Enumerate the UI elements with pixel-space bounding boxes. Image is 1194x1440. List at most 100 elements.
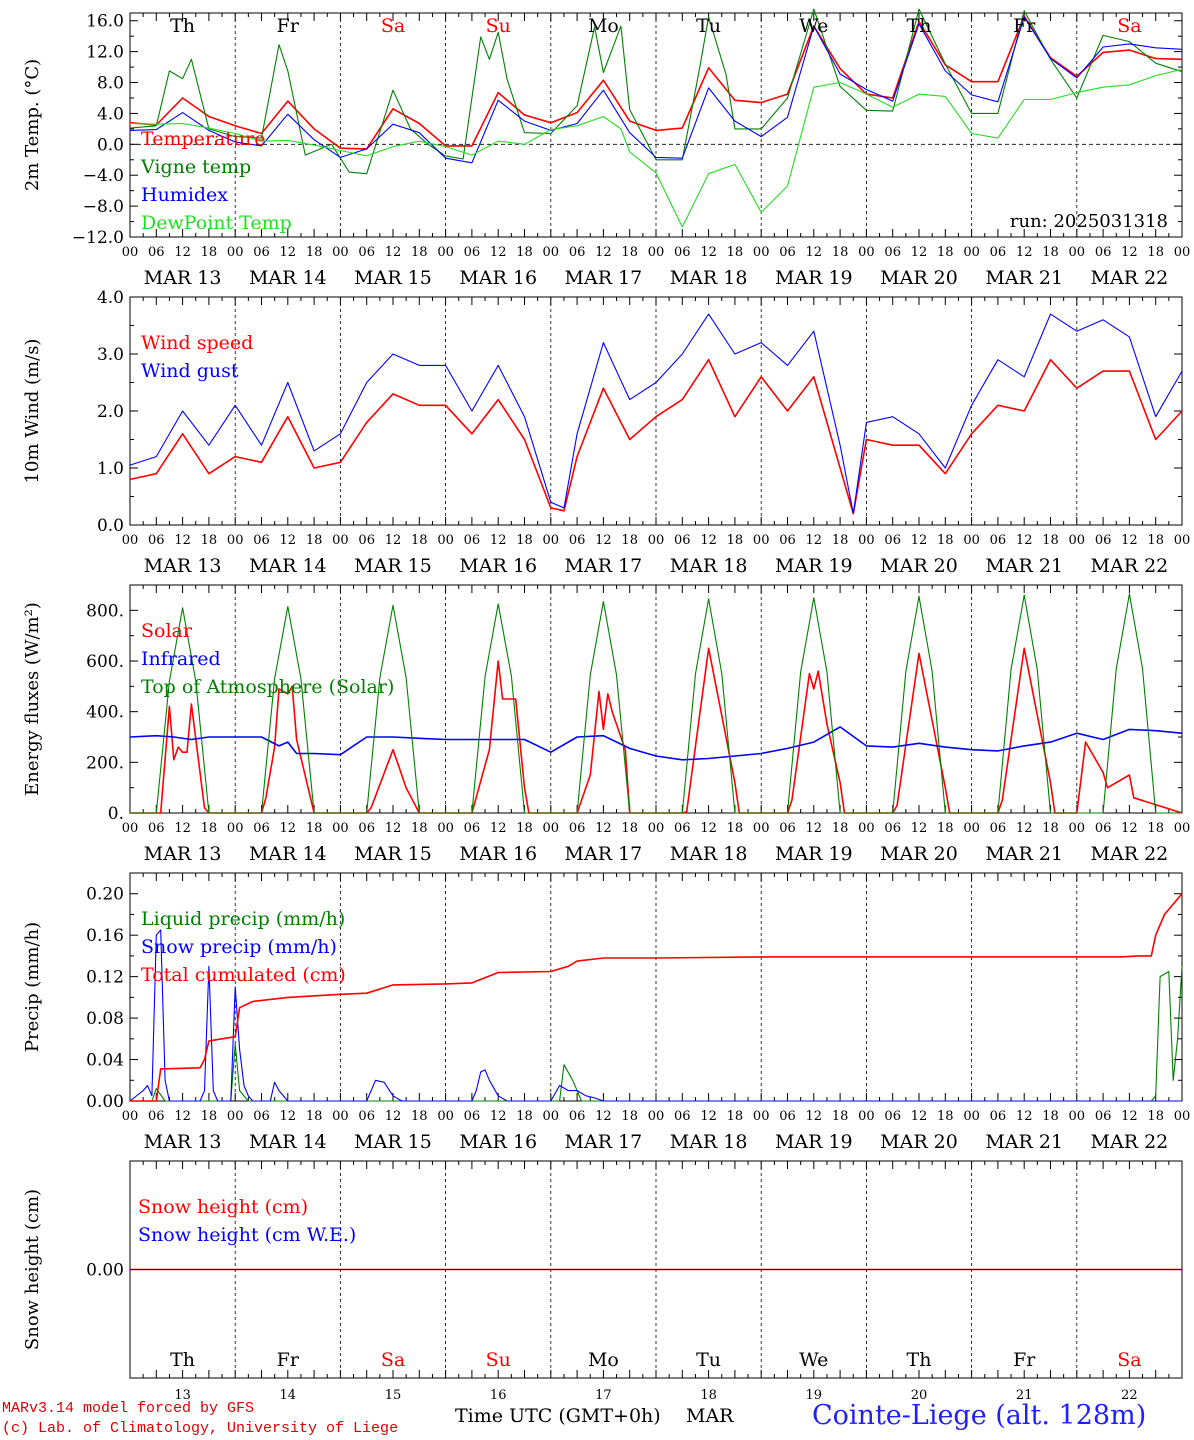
hour-tick-label: 00 [227, 245, 244, 260]
hour-tick-label: 18 [306, 533, 323, 548]
date-label: MAR 15 [354, 555, 432, 577]
weekday-label-top: Sa [1117, 15, 1141, 37]
weekday-label-bottom: We [799, 1349, 828, 1371]
legend-entry: DewPoint Temp [141, 212, 292, 234]
credit-lab: (c) Lab. of Climatology, University of L… [2, 1420, 399, 1437]
hour-tick-label: 12 [490, 821, 507, 836]
date-label: MAR 17 [565, 555, 643, 577]
hour-tick-label: 00 [227, 533, 244, 548]
hour-tick-label: 12 [174, 821, 191, 836]
hour-tick-label: 18 [937, 1109, 954, 1124]
hour-tick-label: 18 [306, 1109, 323, 1124]
y-tick-label: 3.0 [97, 345, 124, 365]
hour-tick-label: 06 [990, 533, 1007, 548]
hour-tick-label: 18 [201, 1109, 218, 1124]
hour-tick-label: 00 [648, 821, 665, 836]
y-tick-label: 4.0 [97, 288, 124, 308]
date-label: MAR 19 [775, 843, 853, 865]
hour-tick-label: 18 [727, 245, 744, 260]
date-label: MAR 15 [354, 843, 432, 865]
hour-tick-label: 00 [122, 533, 139, 548]
hour-tick-label: 12 [595, 1109, 612, 1124]
hour-tick-label: 06 [1095, 1109, 1112, 1124]
date-label: MAR 15 [354, 1131, 432, 1153]
date-label: MAR 13 [144, 267, 222, 289]
hour-tick-label: 06 [148, 533, 165, 548]
hour-tick-label: 00 [963, 1109, 980, 1124]
hour-tick-label: 18 [727, 821, 744, 836]
legend-entry: Snow precip (mm/h) [141, 936, 337, 958]
date-label: MAR 18 [670, 1131, 748, 1153]
hour-tick-label: 06 [1095, 821, 1112, 836]
hour-tick-label: 00 [437, 1109, 454, 1124]
hour-tick-label: 00 [1069, 245, 1086, 260]
y-tick-label: 0.00 [86, 1092, 124, 1112]
hour-tick-label: 06 [253, 533, 270, 548]
hour-tick-label: 18 [832, 821, 849, 836]
hour-tick-label: 06 [884, 533, 901, 548]
date-label: MAR 21 [985, 843, 1063, 865]
hour-tick-label: 18 [1042, 245, 1059, 260]
series-line-infrared [129, 726, 1183, 761]
weekday-label-bottom: Sa [381, 1349, 405, 1371]
hour-tick-label: 18 [516, 821, 533, 836]
day-number-label: 19 [806, 1388, 823, 1403]
hour-tick-label: 18 [727, 1109, 744, 1124]
date-label: MAR 20 [880, 843, 958, 865]
hour-tick-label: 00 [332, 1109, 349, 1124]
hour-tick-label: 00 [963, 821, 980, 836]
y-tick-label: 800. [86, 601, 124, 621]
hour-tick-label: 18 [621, 245, 638, 260]
hour-tick-label: 06 [779, 1109, 796, 1124]
series-line-vigne-temp [129, 8, 1183, 175]
y-tick-label: 4.0 [97, 104, 124, 124]
hour-tick-label: 00 [437, 821, 454, 836]
date-label: MAR 17 [565, 267, 643, 289]
hour-tick-label: 12 [1016, 821, 1033, 836]
hour-tick-label: 06 [674, 245, 691, 260]
hour-tick-label: 06 [358, 821, 375, 836]
y-tick-label: 0.0 [97, 135, 124, 155]
hour-tick-label: 06 [253, 821, 270, 836]
weekday-label-top: Th [907, 15, 932, 37]
hour-tick-label: 12 [911, 533, 928, 548]
hour-tick-label: 12 [1121, 533, 1138, 548]
hour-tick-label: 12 [1016, 245, 1033, 260]
hour-tick-label: 12 [700, 1109, 717, 1124]
hour-tick-label: 18 [306, 821, 323, 836]
date-label: MAR 17 [565, 843, 643, 865]
hour-tick-label: 00 [122, 245, 139, 260]
day-number-label: 14 [280, 1388, 297, 1403]
hour-tick-label: 18 [1147, 1109, 1164, 1124]
y-tick-label: 0.20 [86, 885, 124, 905]
y-tick-label: 0.08 [86, 1009, 124, 1029]
day-number-label: 22 [1121, 1388, 1138, 1403]
hour-tick-label: 12 [1016, 533, 1033, 548]
date-label: MAR 22 [1091, 843, 1169, 865]
legend-entry: Wind speed [141, 332, 253, 354]
hour-tick-label: 12 [280, 245, 297, 260]
hour-tick-label: 06 [990, 821, 1007, 836]
hour-tick-label: 06 [569, 821, 586, 836]
y-tick-label: 1.0 [97, 459, 124, 479]
weekday-label-top: Fr [277, 15, 300, 37]
hour-tick-label: 06 [1095, 533, 1112, 548]
hour-tick-label: 00 [1174, 821, 1191, 836]
hour-tick-label: 00 [753, 533, 770, 548]
x-axis-title: Time UTC (GMT+0h) [455, 1405, 661, 1427]
hour-tick-label: 18 [516, 245, 533, 260]
date-label: MAR 19 [775, 555, 853, 577]
date-label: MAR 20 [880, 555, 958, 577]
hour-tick-label: 12 [595, 821, 612, 836]
hour-tick-label: 06 [148, 821, 165, 836]
date-label: MAR 22 [1091, 267, 1169, 289]
hour-tick-label: 00 [753, 1109, 770, 1124]
weekday-label-bottom: Th [907, 1349, 932, 1371]
hour-tick-label: 00 [858, 533, 875, 548]
hour-tick-label: 12 [911, 1109, 928, 1124]
hour-tick-label: 12 [911, 821, 928, 836]
date-label: MAR 14 [249, 555, 327, 577]
hour-tick-label: 00 [648, 533, 665, 548]
weekday-label-bottom: Th [170, 1349, 195, 1371]
hour-tick-label: 12 [806, 1109, 823, 1124]
